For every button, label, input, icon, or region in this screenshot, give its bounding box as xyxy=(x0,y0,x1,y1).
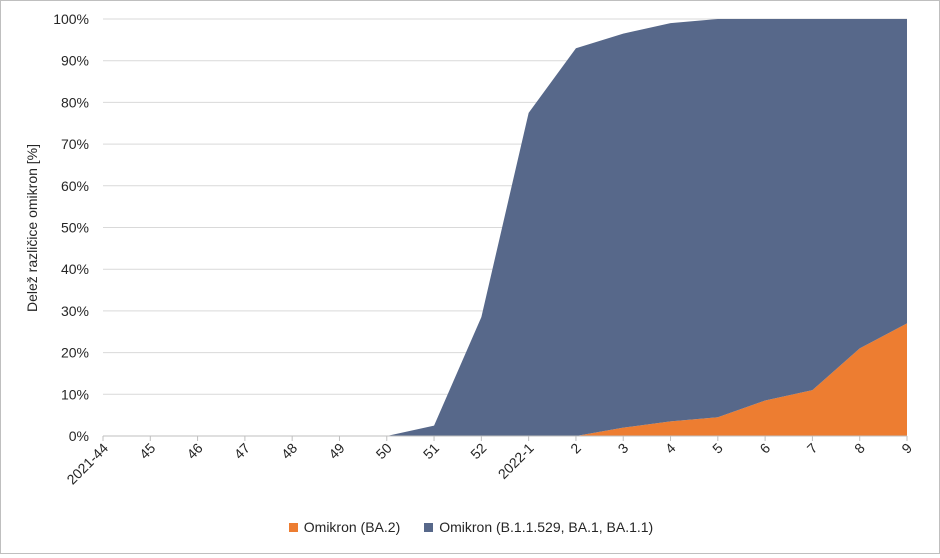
x-tick-label: 8 xyxy=(851,440,868,457)
y-axis-tick-labels: 0% 10% 20% 30% 40% 50% 60% 70% 80% 90% 100% xyxy=(53,11,89,444)
x-tick-label: 47 xyxy=(231,440,253,462)
legend-item-ba2: Omikron (BA.2) xyxy=(288,519,401,535)
x-tick-label: 5 xyxy=(709,440,726,457)
x-tick-label: 46 xyxy=(183,440,205,462)
legend-item-ba1: Omikron (B.1.1.529, BA.1, BA.1.1) xyxy=(424,519,653,535)
y-axis-title: Delež različice omikron [%] xyxy=(24,144,40,312)
legend-swatch-ba2 xyxy=(288,522,298,532)
x-tick-label: 52 xyxy=(467,440,489,462)
x-axis xyxy=(102,435,908,441)
y-tick-label: 50% xyxy=(61,220,89,236)
legend-label-ba2: Omikron (BA.2) xyxy=(303,519,401,535)
y-tick-label: 60% xyxy=(61,178,89,194)
x-tick-label: 2022-1 xyxy=(495,440,537,482)
x-tick-label: 4 xyxy=(662,440,679,457)
x-tick-label: 2021-44 xyxy=(63,440,111,488)
y-tick-label: 90% xyxy=(61,53,89,69)
legend-label-ba1: Omikron (B.1.1.529, BA.1, BA.1.1) xyxy=(439,519,654,535)
y-tick-label: 10% xyxy=(61,386,89,402)
legend: Omikron (BA.2) Omikron (B.1.1.529, BA.1,… xyxy=(1,519,940,535)
x-tick-label: 51 xyxy=(420,440,442,462)
series-area-ba2 xyxy=(103,323,907,436)
y-tick-label: 30% xyxy=(61,303,89,319)
y-tick-label: 20% xyxy=(61,345,89,361)
series-areas xyxy=(103,19,907,436)
y-tick-label: 80% xyxy=(61,94,89,110)
x-tick-label: 7 xyxy=(804,440,821,457)
x-tick-label: 49 xyxy=(325,440,347,462)
y-tick-label: 100% xyxy=(53,11,89,27)
y-tick-label: 70% xyxy=(61,136,89,152)
x-tick-label: 48 xyxy=(278,440,300,462)
y-tick-label: 0% xyxy=(69,428,89,444)
x-tick-label: 50 xyxy=(373,440,395,462)
legend-swatch-ba1 xyxy=(424,522,434,532)
x-tick-label: 3 xyxy=(615,440,632,457)
x-tick-label: 2 xyxy=(567,440,584,457)
y-tick-label: 40% xyxy=(61,261,89,277)
x-tick-label: 45 xyxy=(136,440,158,462)
x-tick-label: 9 xyxy=(898,440,915,457)
x-tick-label: 6 xyxy=(756,440,773,457)
x-axis-tick-labels: 2021-44 45 46 47 48 49 50 51 52 2022-1 2 3 4 5 6 7 8 9 xyxy=(63,440,915,488)
series-area-ba1 xyxy=(103,19,907,436)
